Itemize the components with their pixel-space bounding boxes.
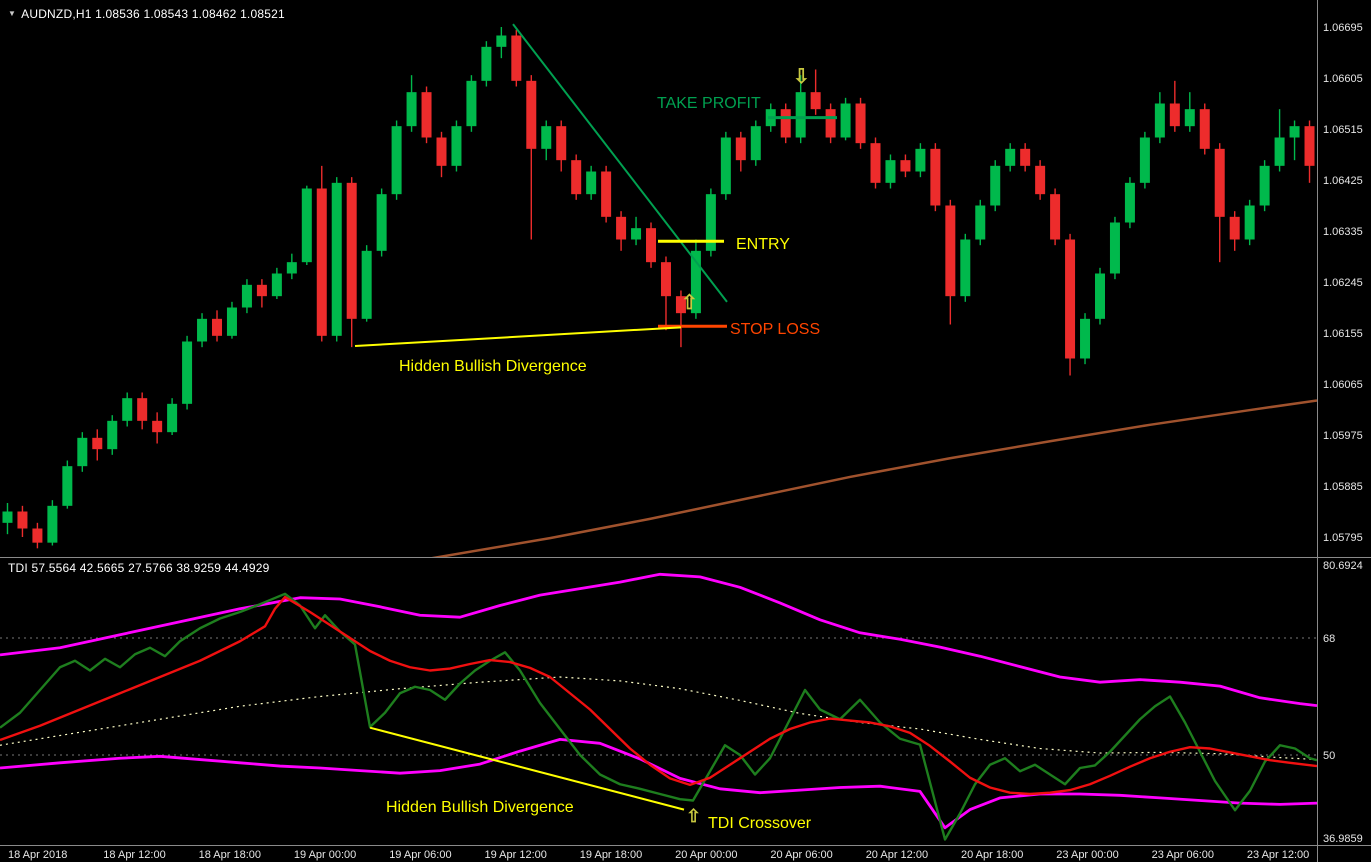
tdi-tick-label: 36.9859 bbox=[1323, 833, 1363, 845]
time-tick-label: 20 Apr 18:00 bbox=[961, 849, 1023, 861]
tdi-annotations[interactable]: Hidden Bullish Divergence ⇧ TDI Crossover bbox=[369, 726, 812, 832]
downtrend-line[interactable] bbox=[512, 23, 728, 303]
time-axis[interactable]: 18 Apr 2018 18 Apr 12:00 18 Apr 18:00 19 Ap… bbox=[8, 849, 1309, 861]
tdi-trade-signal-line bbox=[0, 595, 1317, 796]
crossover-arrow[interactable]: ⇧ bbox=[686, 806, 701, 826]
tdi-tick-label: 68 bbox=[1323, 633, 1335, 645]
price-tick-label: 1.06245 bbox=[1323, 277, 1363, 289]
main-price-chart[interactable] bbox=[2, 27, 1317, 559]
tdi-market-base-line bbox=[0, 676, 1317, 761]
time-tick-label: 19 Apr 06:00 bbox=[389, 849, 451, 861]
take-profit-arrow[interactable]: ⇩ bbox=[793, 66, 810, 88]
moving-average-line[interactable] bbox=[430, 399, 1317, 558]
tdi-rsi-price-line bbox=[0, 592, 1317, 841]
stop-loss-label[interactable]: STOP LOSS bbox=[730, 321, 820, 338]
time-tick-label: 20 Apr 00:00 bbox=[675, 849, 737, 861]
tdi-tick-label: 50 bbox=[1323, 750, 1335, 762]
price-tick-label: 1.06605 bbox=[1323, 73, 1363, 85]
time-tick-label: 20 Apr 12:00 bbox=[866, 849, 928, 861]
price-tick-label: 1.05795 bbox=[1323, 532, 1363, 544]
price-tick-label: 1.06425 bbox=[1323, 175, 1363, 187]
time-tick-label: 19 Apr 00:00 bbox=[294, 849, 356, 861]
time-tick-label: 23 Apr 12:00 bbox=[1247, 849, 1309, 861]
price-tick-label: 1.06335 bbox=[1323, 226, 1363, 238]
price-tick-label: 1.06515 bbox=[1323, 124, 1363, 136]
price-tick-label: 1.05975 bbox=[1323, 430, 1363, 442]
time-tick-label: 19 Apr 12:00 bbox=[485, 849, 547, 861]
price-tick-label: 1.05885 bbox=[1323, 481, 1363, 493]
take-profit-label[interactable]: TAKE PROFIT bbox=[657, 95, 761, 112]
time-tick-label: 18 Apr 12:00 bbox=[103, 849, 165, 861]
divergence-line-tdi[interactable] bbox=[369, 726, 685, 811]
divergence-line-price[interactable] bbox=[354, 326, 682, 348]
time-tick-label: 23 Apr 00:00 bbox=[1056, 849, 1118, 861]
symbol-marker-icon: ▼ bbox=[8, 9, 17, 18]
time-tick-label: 23 Apr 06:00 bbox=[1152, 849, 1214, 861]
entry-arrow[interactable]: ⇧ bbox=[681, 292, 698, 314]
tdi-gridlines bbox=[0, 637, 1317, 756]
chart-title-text: AUDNZD,H1 1.08536 1.08543 1.08462 1.0852… bbox=[21, 7, 285, 21]
chart-symbol-title: ▼ AUDNZD,H1 1.08536 1.08543 1.08462 1.085… bbox=[8, 7, 285, 21]
divergence-label-price[interactable]: Hidden Bullish Divergence bbox=[399, 358, 587, 375]
price-scale[interactable]: 1.06695 1.06605 1.06515 1.06425 1.06335 1.062… bbox=[1323, 22, 1363, 845]
tdi-upper-band bbox=[0, 572, 1317, 707]
price-tick-label: 1.06155 bbox=[1323, 328, 1363, 340]
time-tick-label: 18 Apr 2018 bbox=[8, 849, 67, 861]
tdi-lower-band bbox=[0, 738, 1317, 830]
tdi-tick-label: 80.6924 bbox=[1323, 560, 1363, 572]
price-tick-label: 1.06695 bbox=[1323, 22, 1363, 34]
crossover-label[interactable]: TDI Crossover bbox=[708, 815, 812, 832]
price-tick-label: 1.06065 bbox=[1323, 379, 1363, 391]
time-tick-label: 18 Apr 18:00 bbox=[199, 849, 261, 861]
divergence-label-tdi[interactable]: Hidden Bullish Divergence bbox=[386, 799, 574, 816]
time-tick-label: 19 Apr 18:00 bbox=[580, 849, 642, 861]
tdi-panel[interactable] bbox=[0, 572, 1317, 841]
entry-label[interactable]: ENTRY bbox=[736, 236, 790, 253]
time-tick-label: 20 Apr 06:00 bbox=[770, 849, 832, 861]
tdi-indicator-title: TDI 57.5564 42.5665 27.5766 38.9259 44.4… bbox=[8, 561, 270, 575]
trade-annotations[interactable]: TAKE PROFIT ⇩ ENTRY STOP LOSS ⇧ Hidden Bullis… bbox=[354, 23, 837, 375]
